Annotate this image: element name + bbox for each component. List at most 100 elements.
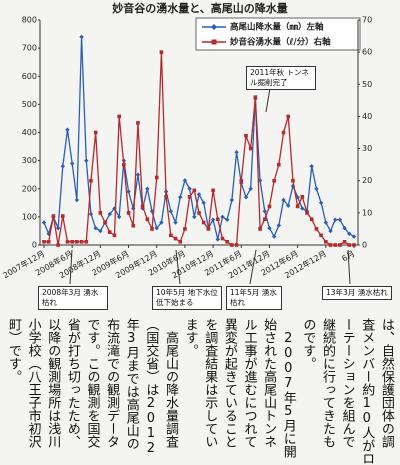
article-column: 年3月までは高尾山の [123, 318, 139, 450]
article: は、自然保護団体の調 査メンバー約10人がロ ーテーションを組んで 継続的に行ってきた… [4, 318, 396, 465]
point [117, 114, 121, 119]
point [159, 50, 164, 54]
article-column: 小学校（八王子市初沢 [25, 318, 41, 448]
point [309, 217, 314, 222]
article-column: ます。 [182, 318, 198, 357]
point [300, 194, 305, 199]
point [262, 217, 267, 222]
point [234, 149, 239, 155]
point [224, 217, 230, 222]
point [122, 162, 126, 167]
point [70, 239, 74, 244]
point [342, 239, 347, 244]
point [41, 220, 47, 225]
point [84, 239, 89, 244]
point [318, 200, 324, 206]
article-column: 2007年5月に開 [280, 318, 296, 458]
point [258, 227, 262, 231]
point [220, 214, 225, 220]
point [74, 197, 80, 203]
point [98, 211, 103, 215]
point [248, 186, 253, 191]
point [248, 146, 253, 151]
point [347, 243, 352, 247]
point [112, 206, 117, 211]
arrow [175, 249, 181, 285]
point [178, 239, 183, 244]
point [347, 231, 352, 236]
point [116, 214, 122, 220]
y2-tick-label: 70 [362, 16, 372, 25]
annotation: 2008年3月 湧水枯れ [38, 286, 108, 310]
point [164, 194, 168, 199]
point [277, 162, 281, 167]
annotation: 11年5月 湧水枯れ [226, 286, 282, 310]
y2-tick-label: 30 [362, 144, 372, 153]
annotation: 13年3月 湧水枯れ [322, 286, 392, 300]
point [136, 121, 140, 125]
point [234, 243, 239, 247]
y-tick-label: 300 [22, 156, 37, 165]
point [211, 188, 215, 193]
point [173, 236, 178, 241]
point [51, 214, 56, 218]
point [333, 243, 338, 247]
y2-tick-label: 40 [362, 112, 372, 121]
y-tick-label: 400 [22, 128, 37, 137]
point [145, 186, 150, 191]
point [201, 200, 206, 206]
point [65, 127, 70, 132]
article-column: 省が打ち切ったため、 [64, 318, 80, 448]
y2-tick-label: 60 [362, 48, 372, 57]
point [192, 214, 197, 220]
article-column: のです。 [300, 318, 316, 370]
y-tick-label: 100 [22, 212, 37, 221]
point [168, 209, 174, 214]
article-column: ーテーションを組んで [339, 318, 355, 448]
point [46, 231, 51, 236]
article-column: 高尾山の降水量調査 [163, 318, 178, 448]
point [300, 206, 305, 211]
point [126, 211, 131, 215]
point [107, 211, 112, 217]
point [131, 206, 136, 211]
point [305, 211, 309, 215]
chart: 妙音谷の湧水量と、高尾山の降水量 01002003004005006007008… [1, 1, 372, 285]
point [135, 172, 141, 177]
article-column: です。この観測を国交 [84, 318, 100, 448]
point [342, 225, 347, 231]
point [328, 243, 333, 247]
y-tick-label: 700 [22, 44, 37, 53]
arrow [265, 87, 271, 113]
annotation: 2011年秋 トンネル掘削完了 [246, 66, 316, 90]
article-column: 継続的に行ってきたも [320, 318, 335, 448]
point [196, 192, 202, 197]
legend-marker [211, 24, 217, 30]
point [351, 234, 357, 239]
point [107, 230, 112, 234]
y-tick-label: 0 [32, 241, 37, 250]
point [145, 217, 150, 222]
point [262, 209, 267, 214]
point [286, 203, 291, 208]
legend-marker [211, 39, 217, 45]
point [93, 130, 98, 135]
point [323, 220, 329, 225]
point [229, 197, 235, 203]
article-column: 以降の観測場所は浅川 [45, 318, 61, 448]
point [243, 194, 249, 200]
point [290, 183, 296, 189]
y-tick-label: 500 [22, 100, 37, 109]
point [79, 239, 84, 244]
legend-label: 妙音谷湧水量（ℓ/分）右軸 [230, 37, 331, 48]
point [267, 225, 272, 231]
y-tick-label: 200 [22, 184, 37, 193]
point [173, 220, 178, 225]
point [182, 178, 188, 183]
point [183, 227, 187, 231]
point [60, 164, 65, 169]
point [281, 130, 286, 135]
point [140, 204, 145, 209]
point [126, 189, 131, 194]
